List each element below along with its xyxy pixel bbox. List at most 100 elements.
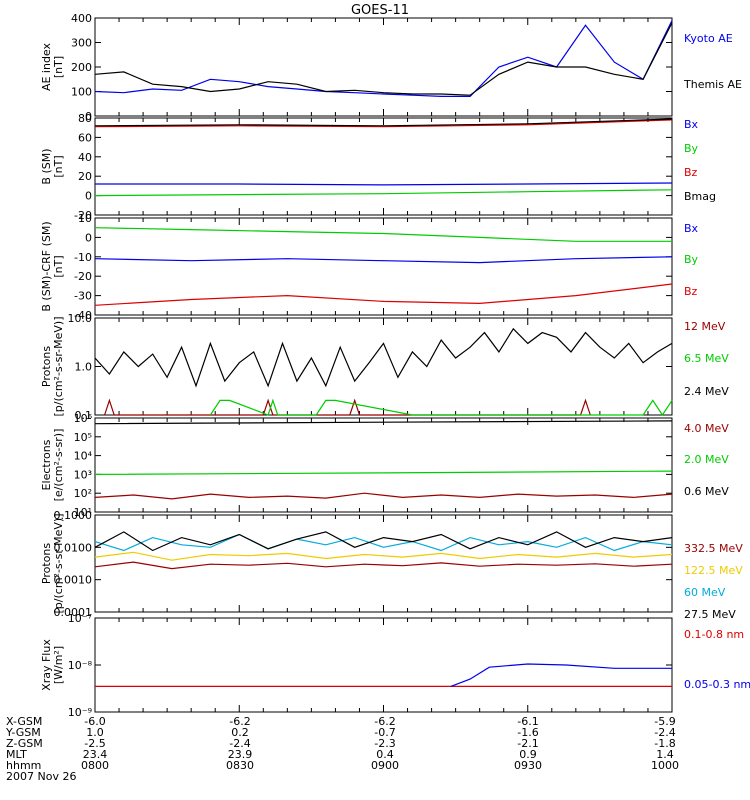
legend-entry: Bx <box>684 118 699 131</box>
chart-title: GOES-11 <box>351 3 409 18</box>
y-tick-label: -10 <box>74 251 92 264</box>
footer-value: 0.9 <box>519 748 537 761</box>
legend-entry: 2.4 MeV <box>684 385 729 398</box>
legend-entry: Bz <box>684 285 698 298</box>
series-line-4-0-mev <box>94 492 673 500</box>
y-tick-label: 60 <box>78 131 92 144</box>
series-line-themis-ae <box>94 22 673 96</box>
panel-2: -20 0 20 40 60 80 B (SM) [nT] Bx By Bz Bmag <box>40 112 716 222</box>
y-tick-label: 0 <box>85 190 92 203</box>
legend-entry: Bx <box>684 222 699 235</box>
series-line-0-6-mev <box>94 420 673 425</box>
legend-entry: 12 MeV <box>684 320 726 333</box>
panel-3: -40 -30 -20 -10 0 10 B (SM)-CRF (SM) [nT] Bx By Bz <box>40 212 699 322</box>
y-tick-label: 0.0010 <box>54 574 93 587</box>
legend-entry: Kyoto AE <box>684 32 733 45</box>
y-tick-label: -20 <box>74 270 92 283</box>
panel-7: 10⁻⁹ 10⁻⁸ 10⁻⁷ Xray Flux [W/m²] 0.1-0.8 nm 0.0… <box>40 612 750 719</box>
y-axis-label: B (SM)-CRF (SM) <box>40 221 53 311</box>
y-tick-label: 400 <box>71 12 92 25</box>
y-axis-label: [nT] <box>52 155 65 177</box>
panel-frame <box>94 514 673 613</box>
y-tick-label: 20 <box>78 170 92 183</box>
y-axis-label: [nT] <box>52 255 65 277</box>
footer-value: -2.4 <box>229 737 250 750</box>
legend-entry: By <box>684 253 699 266</box>
legend-entry: 2.0 MeV <box>684 453 729 466</box>
y-axis-label: Electrons <box>40 439 53 490</box>
footer-value: 1.0 <box>86 726 104 739</box>
legend-entry: 27.5 MeV <box>684 608 736 621</box>
footer-value: 1.4 <box>656 748 674 761</box>
y-tick-label: 100 <box>71 86 92 99</box>
y-axis-label: [W/m²] <box>52 646 65 684</box>
legend-entry: 332.5 MeV <box>684 542 743 555</box>
footer-value: 0800 <box>81 759 109 772</box>
series-line-60-mev <box>94 533 673 552</box>
legend-entry: 0.6 MeV <box>684 485 729 498</box>
y-axis-label: Protons <box>40 543 53 584</box>
legend-entry: 60 MeV <box>684 586 726 599</box>
y-tick-label: 10 <box>78 212 92 225</box>
y-tick-label: -30 <box>74 290 92 303</box>
footer-value: 23.9 <box>228 748 253 761</box>
legend-entry: 0.05-0.3 nm <box>684 678 750 691</box>
panel-frame <box>94 117 673 216</box>
footer-value: 0930 <box>514 759 542 772</box>
footer-value: -1.6 <box>517 726 538 739</box>
footer-row-label: X-GSM <box>6 715 42 728</box>
y-axis-label: B (SM) <box>40 148 53 184</box>
y-tick-label: 0.1 <box>75 409 93 422</box>
y-tick-label: -40 <box>74 309 92 322</box>
panel-5: 10¹ 10² 10³ 10⁴ 10⁵ 10⁶ Electrons [e/(cm²-s-sr)… <box>40 412 729 519</box>
panel-1: 0 100 200 300 400 AE index [nT] Kyoto AE Themis … <box>40 12 742 123</box>
y-axis-label: [p/(cm²-s-sr-MeV)] <box>52 514 65 614</box>
y-axis-label: AE index <box>40 42 53 91</box>
footer-value: 1000 <box>651 759 679 772</box>
legend-entry: 4.0 MeV <box>684 422 729 435</box>
y-tick-label: 10⁻⁸ <box>68 659 93 672</box>
y-tick-label: 200 <box>71 61 92 74</box>
footer-value: -5.9 <box>654 715 675 728</box>
series-line-by <box>94 227 672 242</box>
y-tick-label: 40 <box>78 151 92 164</box>
series-line-by <box>94 189 673 197</box>
footer-row-label: Z-GSM <box>6 737 43 750</box>
footer-value: 0.2 <box>231 726 249 739</box>
legend-entry: Bmag <box>684 190 716 203</box>
y-tick-label: -20 <box>74 209 92 222</box>
series-line-bz <box>94 283 673 306</box>
series-line-kyoto-ae <box>94 20 673 98</box>
series-line-332-5-mev <box>94 561 673 570</box>
series-line-bz <box>94 119 673 128</box>
y-axis-label: [e/(cm²-s-sr)] <box>52 429 65 502</box>
y-tick-label: 10³ <box>74 468 92 481</box>
y-axis-label: Protons <box>40 346 53 387</box>
series-line-6-5-mev <box>209 398 673 417</box>
series-line-122-5-mev <box>94 551 673 561</box>
series-line-bmag <box>94 118 673 127</box>
y-tick-label: 10¹ <box>74 506 92 519</box>
y-tick-label: 300 <box>71 37 92 50</box>
y-axis-label: [p/(cm²-s-sr-MeV)] <box>52 317 65 417</box>
footer-value: -0.7 <box>374 726 395 739</box>
series-line-bx <box>95 182 673 186</box>
y-tick-label: 10⁻⁹ <box>68 706 92 719</box>
footer-value: 0830 <box>226 759 254 772</box>
series-line-2-4-mev <box>94 327 673 388</box>
y-axis-label: [nT] <box>52 56 65 78</box>
y-tick-label: 10.0 <box>68 312 93 325</box>
legend-entry: 122.5 MeV <box>684 564 743 577</box>
y-tick-label: 10⁵ <box>74 431 92 444</box>
footer-value: 0.4 <box>376 748 394 761</box>
y-tick-label: 0.0001 <box>54 606 93 619</box>
footer-value: -6.2 <box>229 715 250 728</box>
legend-entry: 6.5 MeV <box>684 352 729 365</box>
series-line-bx <box>94 256 673 264</box>
panel-4: 0.1 1.0 10.0 Protons [p/(cm²-s-sr-MeV)] 12 Me… <box>40 312 729 422</box>
footer-value: 0900 <box>371 759 399 772</box>
y-tick-label: 0.0100 <box>54 541 93 554</box>
footer-value: -2.3 <box>374 737 395 750</box>
